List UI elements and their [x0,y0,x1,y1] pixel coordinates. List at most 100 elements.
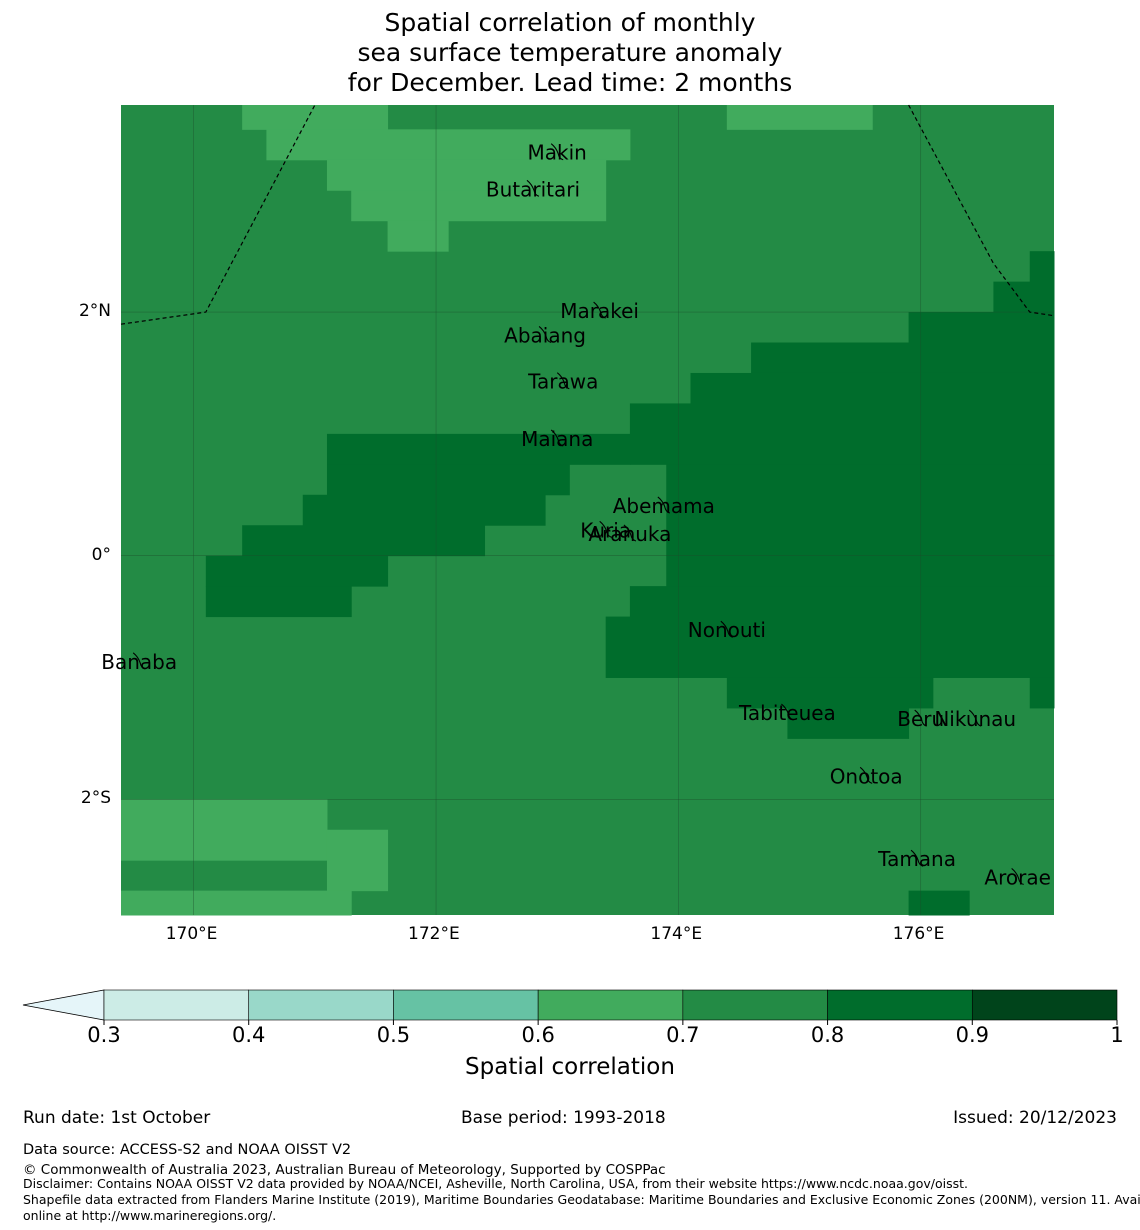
x-tick-label-2: 174°E [650,924,703,944]
colorbar-bin-5 [827,989,973,1021]
colorbar-bin-4 [682,989,828,1021]
island-aranuka-label: Aranuka [588,522,671,546]
island-butaritari-outline [526,179,540,197]
region-0-6-0-7-4 [387,220,449,252]
region-0-8-0-9-16 [726,677,934,709]
x-tick-label-1: 172°E [408,924,460,944]
island-tabiteuea-label: Tabiteuea [738,701,836,725]
island-onotoa-label: Onotoa [830,764,903,788]
region-0-6-0-7-3 [351,190,607,222]
title-line-1: Spatial correlation of monthly [384,8,756,37]
island-kuria-outline [599,520,612,538]
colorbar-tick-label-7: 1 [1110,1023,1124,1047]
colorbar-bin-6 [971,989,1118,1021]
y-tick-label-2: 2°S [80,788,111,809]
island-tabiteuea-outline [781,703,794,721]
region-0-8-0-9-9 [302,494,546,526]
region-0-8-0-9-3 [751,342,1055,374]
shapefile-line-1: Shapefile data extracted from Flanders M… [23,1192,1140,1207]
island-beru-outline [914,709,927,727]
island-butaritari-label: Butaritari [486,177,580,201]
colorbar-tick-label-2: 0.5 [376,1023,411,1047]
x-tick-label-3: 176°E [892,924,945,944]
island-nonouti-outline [720,620,734,638]
region-0-8-0-9-8 [326,464,570,496]
region-0-8-0-9-15 [605,616,1055,678]
title-line-3: for December. Lead time: 2 months [347,68,793,97]
data-source: Data source: ACCESS-S2 and NOAA OISST V2 [23,1142,352,1158]
island-banaba-outline [132,652,146,670]
colorbar-tick-label-5: 0.8 [810,1023,845,1047]
eez-boundary-east [908,104,1055,317]
region-0-8-0-9-17 [1029,677,1055,709]
island-nikunau-outline [968,709,982,727]
island-tarawa-label: Tarawa [527,370,598,394]
island-tamana-label: Tamana [877,847,956,871]
island-aranuka-outline [623,524,637,542]
island-abaiang-label: Abaiang [504,323,586,347]
island-maiana-outline [550,429,564,447]
region-0-6-0-7-7 [726,105,873,130]
colorbar-bin-2 [393,989,539,1021]
colorbar [22,989,1118,1025]
region-0-8-0-9-11 [205,555,389,587]
island-beru-label: Beru [897,707,944,731]
copyright-line: © Commonwealth of Australia 2023, Austra… [23,1162,666,1178]
island-nonouti-label: Nonouti [688,618,766,642]
maritime-boundaries [120,104,1055,325]
region-0-6-0-7-2 [326,159,607,191]
colorbar-tick-label-6: 0.9 [955,1023,989,1047]
island-abemama-label: Abemama [613,494,715,518]
colorbar-label: Spatial correlation [465,1054,675,1080]
island-marakei-outline [593,301,606,319]
shapefile-line-2: online at http://www.marineregions.org/. [23,1208,277,1223]
issued-date: Issued: 20/12/2023 [953,1108,1117,1128]
colorbar-bin-3 [537,989,684,1021]
region-0-8-0-9-0 [1029,251,1055,313]
y-tick-label-1: 0° [91,544,111,565]
copyright: © Commonwealth of Australia 2023, Austra… [23,1162,666,1178]
map-cells [121,105,1055,916]
disclaimer: Disclaimer: Contains NOAA OISST V2 data … [23,1176,1140,1224]
island-banaba-label: Banaba [101,650,177,674]
island-maiana-label: Maiana [521,427,593,451]
island-arorae-label: Arorae [984,865,1050,889]
colorbar-extend-arrow [22,989,105,1021]
region-0-8-0-9-13 [205,586,352,618]
island-abemama-outline [657,496,670,514]
island-onotoa-outline [859,766,873,784]
region-0-8-0-9-1 [993,281,1031,313]
region-0-6-0-7-9 [326,829,389,892]
x-tick-label-0: 170°E [165,924,218,944]
y-tick-label-0: 2°N [78,301,111,322]
island-arorae-outline [1011,868,1024,885]
island-kuria-label: Kuria [580,518,631,542]
colorbar-tick-label-1: 0.4 [232,1023,266,1047]
island-tarawa-outline [556,372,570,390]
colorbar-tick-label-3: 0.6 [521,1023,555,1047]
region-0-6-0-7-1 [266,129,631,161]
region-0-8-0-9-4 [690,372,1055,465]
island-makin-outline [550,143,564,161]
island-abaiang-outline [538,325,552,343]
island-marakei-label: Marakei [560,299,639,323]
island-makin-label: Makin [528,141,587,165]
map-gridlines [121,105,1054,915]
eez-boundary-west [120,104,316,325]
region-0-8-0-9-10 [242,525,486,557]
island-nikunau-label: Nikunau [934,707,1016,731]
colorbar-bin-0 [103,989,250,1021]
base-period: Base period: 1993-2018 [461,1108,666,1128]
run-date: Run date: 1st October [23,1108,211,1128]
chart-title: Spatial correlation of monthly sea surfa… [0,8,1140,98]
island-tamana-outline [910,849,924,867]
colorbar-tick-label-0: 0.3 [87,1023,121,1047]
title-line-2: sea surface temperature anomaly [357,38,783,67]
region-0-8-0-9-19 [908,890,970,916]
region-0-8-0-9-14 [629,586,1055,618]
region-0-8-0-9-2 [908,312,1055,344]
region-0-6-0-7-0 [242,105,389,130]
region-0-8-0-9-7 [666,464,1055,557]
